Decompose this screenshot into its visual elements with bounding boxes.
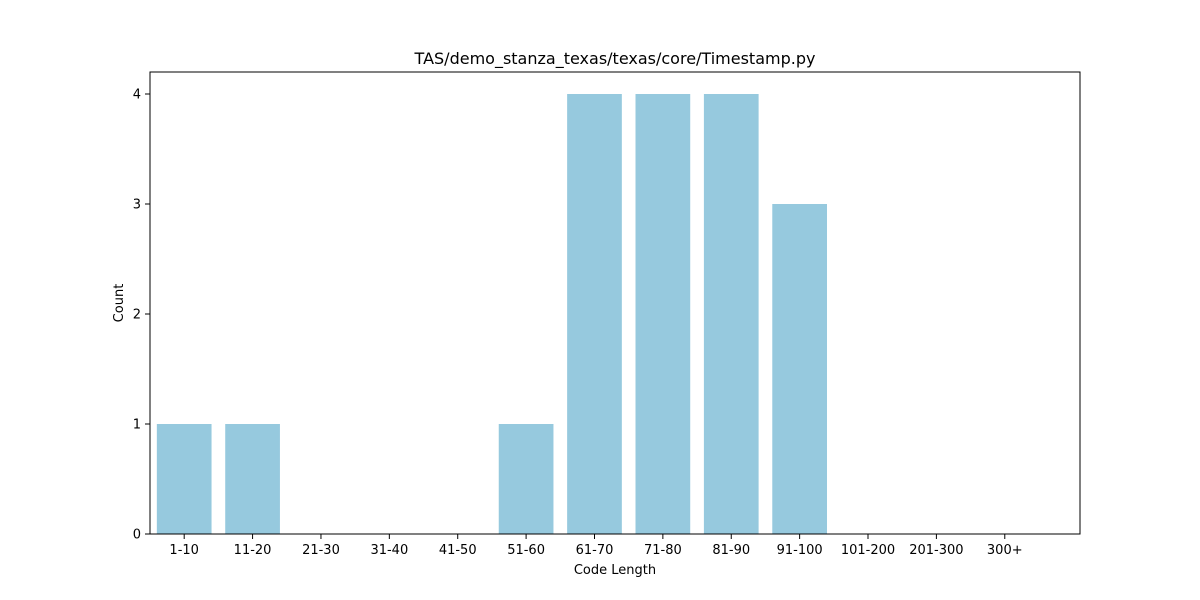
x-tick-label: 21-30 [302, 543, 340, 558]
x-tick-label: 71-80 [644, 543, 682, 558]
x-tick-label: 81-90 [712, 543, 750, 558]
y-tick-label: 3 [133, 198, 141, 213]
bars-group [156, 94, 827, 534]
bar-11-20 [225, 424, 280, 534]
y-axis-ticks: 0 1 2 3 4 [133, 88, 150, 543]
bar-61-70 [567, 94, 622, 534]
bar-81-90 [703, 94, 759, 534]
x-axis-ticks: 1-10 11-20 21-30 31-40 41-50 51-60 61-70 71-80 8… [169, 534, 1023, 558]
bar-91-100 [772, 204, 827, 534]
y-axis-label: Count [112, 284, 127, 323]
x-tick-label: 11-20 [234, 543, 272, 558]
x-tick-label: 31-40 [370, 543, 408, 558]
x-tick-label: 300+ [987, 543, 1023, 558]
x-tick-label: 201-300 [909, 543, 963, 558]
bar-1-10 [156, 424, 212, 534]
chart-title: TAS/demo_stanza_texas/texas/core/Timesta… [414, 49, 816, 69]
bar-51-60 [498, 424, 554, 534]
y-tick-label: 1 [133, 418, 141, 433]
x-tick-label: 101-200 [841, 543, 895, 558]
x-tick-label: 61-70 [576, 543, 614, 558]
x-axis-label: Code Length [574, 563, 656, 578]
y-tick-label: 2 [133, 308, 141, 323]
x-tick-label: 51-60 [507, 543, 545, 558]
x-tick-label: 91-100 [777, 543, 823, 558]
x-tick-label: 41-50 [439, 543, 477, 558]
y-tick-label: 4 [133, 88, 141, 103]
x-tick-label: 1-10 [169, 543, 199, 558]
y-tick-label: 0 [133, 528, 141, 543]
bar-71-80 [635, 94, 691, 534]
axes-frame [149, 71, 1081, 535]
